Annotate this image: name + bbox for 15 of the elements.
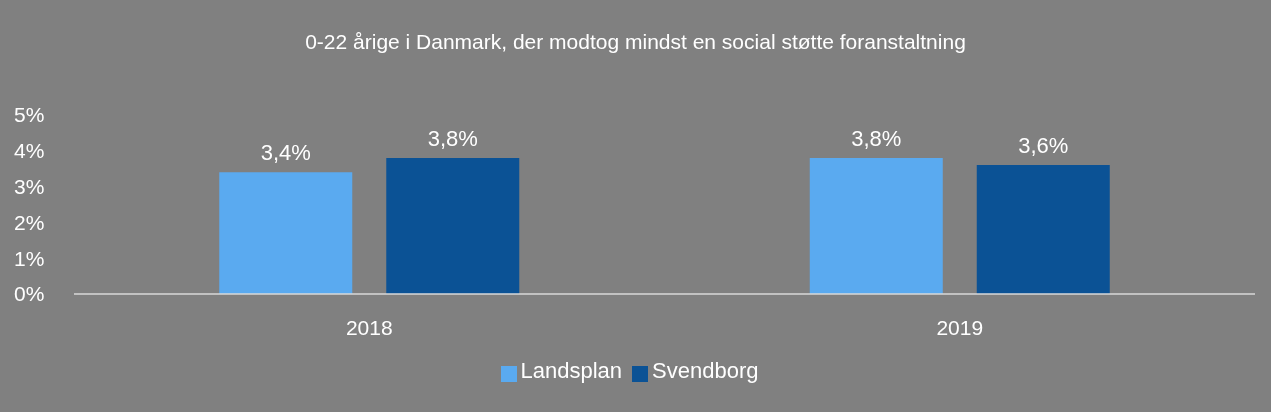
y-tick-label: 0% bbox=[14, 282, 45, 306]
chart-title: 0-22 årige i Danmark, der modtog mindst en social støtte foranstaltning bbox=[304, 30, 967, 54]
y-tick-label: 3% bbox=[14, 175, 45, 199]
data-label: 3,8% bbox=[427, 125, 478, 151]
y-tick-label: 5% bbox=[14, 103, 45, 127]
y-tick-label: 2% bbox=[14, 210, 45, 234]
x-tick-label: 2019 bbox=[936, 315, 984, 339]
y-tick-label: 4% bbox=[14, 139, 45, 163]
y-tick-label: 1% bbox=[14, 246, 45, 270]
legend-label: Svendborg bbox=[652, 358, 759, 383]
data-label: 3,4% bbox=[260, 140, 311, 166]
data-label: 3,6% bbox=[1018, 133, 1069, 159]
x-tick-label: 2018 bbox=[345, 315, 393, 339]
legend-label: Landsplan bbox=[520, 358, 623, 383]
data-label: 3,8% bbox=[851, 125, 902, 151]
